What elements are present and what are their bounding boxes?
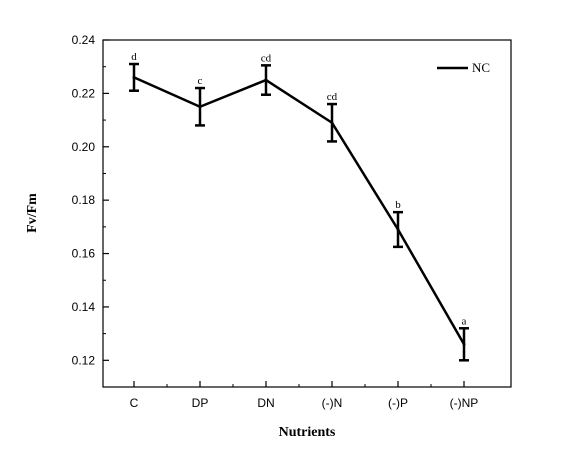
data-point — [396, 228, 400, 232]
data-point — [264, 78, 268, 82]
legend: NC — [437, 60, 490, 75]
x-tick-label: DP — [192, 396, 209, 410]
x-tick-label: C — [130, 396, 139, 410]
plot-frame — [102, 39, 512, 388]
x-tick-label: (-)NP — [450, 396, 479, 410]
x-tick-label: (-)N — [322, 396, 343, 410]
y-tick-label: 0.18 — [72, 193, 96, 207]
y-tick-label: 0.16 — [72, 247, 96, 261]
significance-label: cd — [327, 91, 338, 103]
significance-label: cd — [261, 52, 272, 64]
y-axis: 0.12 0.14 0.16 0.18 0.20 0.22 0.24 — [72, 33, 109, 367]
y-tick-label: 0.14 — [72, 300, 96, 314]
y-tick-label: 0.20 — [72, 140, 96, 154]
y-tick-label: 0.24 — [72, 33, 96, 47]
significance-label: d — [131, 51, 137, 63]
series-nc: d c cd cd b a — [129, 51, 469, 362]
y-axis-title: Fv/Fm — [25, 193, 40, 233]
significance-label: a — [462, 315, 467, 327]
x-axis: C DP DN (-)N (-)P (-)NP — [130, 381, 479, 410]
significance-label: c — [198, 75, 203, 87]
y-tick-label: 0.22 — [72, 86, 96, 100]
data-point — [462, 342, 466, 346]
x-tick-label: DN — [257, 396, 274, 410]
data-point — [198, 105, 202, 109]
data-point — [330, 121, 334, 125]
data-point — [132, 75, 136, 79]
x-tick-label: (-)P — [388, 396, 408, 410]
x-axis-title: Nutrients — [279, 425, 336, 440]
y-tick-label: 0.12 — [72, 353, 96, 367]
legend-label-nc: NC — [472, 60, 490, 75]
significance-label: b — [395, 199, 401, 211]
series-line — [133, 76, 466, 345]
